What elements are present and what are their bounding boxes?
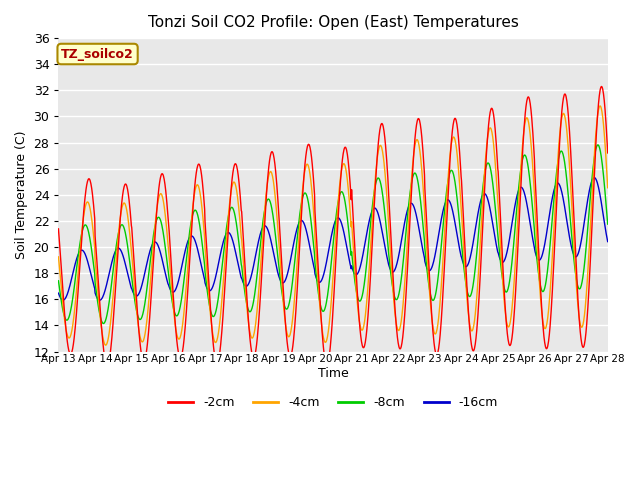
X-axis label: Time: Time bbox=[317, 367, 348, 380]
Text: TZ_soilco2: TZ_soilco2 bbox=[61, 48, 134, 60]
Legend: -2cm, -4cm, -8cm, -16cm: -2cm, -4cm, -8cm, -16cm bbox=[163, 391, 503, 414]
Y-axis label: Soil Temperature (C): Soil Temperature (C) bbox=[15, 131, 28, 259]
Title: Tonzi Soil CO2 Profile: Open (East) Temperatures: Tonzi Soil CO2 Profile: Open (East) Temp… bbox=[148, 15, 518, 30]
